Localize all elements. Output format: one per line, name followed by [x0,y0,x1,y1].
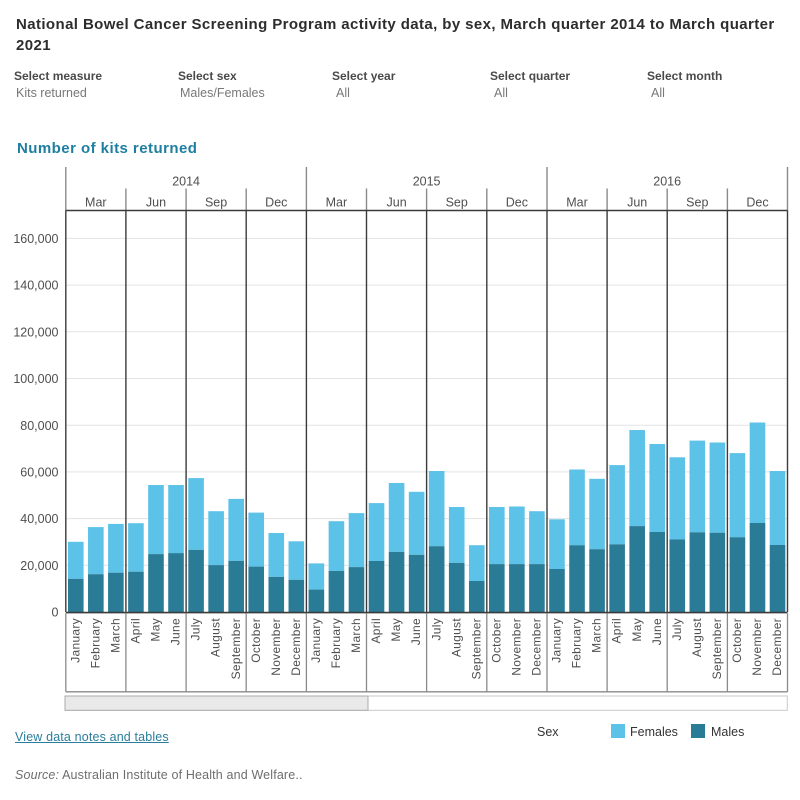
svg-text:July: July [189,618,203,641]
svg-text:March: March [109,618,123,653]
svg-text:Sep: Sep [686,196,708,210]
svg-text:March: March [349,618,363,653]
svg-text:April: April [369,618,383,644]
svg-text:Dec: Dec [265,196,287,210]
svg-text:May: May [149,618,163,642]
svg-text:Mar: Mar [566,196,588,210]
svg-text:October: October [730,618,744,663]
svg-text:March: March [590,618,604,653]
svg-text:January: January [68,618,82,663]
svg-text:Mar: Mar [85,196,107,210]
svg-text:September: September [469,618,483,679]
svg-text:100,000: 100,000 [13,372,58,386]
svg-text:February: February [88,618,102,668]
svg-text:August: August [209,618,223,658]
svg-text:December: December [289,618,303,676]
svg-text:October: October [249,618,263,663]
svg-text:May: May [630,618,644,642]
svg-text:Jun: Jun [146,196,166,210]
svg-text:September: September [229,618,243,679]
svg-text:Sep: Sep [446,196,468,210]
svg-text:2014: 2014 [172,175,200,189]
svg-text:Jun: Jun [387,196,407,210]
svg-text:January: January [309,618,323,663]
svg-text:2015: 2015 [413,175,441,189]
svg-text:November: November [750,618,764,676]
svg-text:Jun: Jun [627,196,647,210]
svg-text:Sep: Sep [205,196,227,210]
svg-text:February: February [329,618,343,668]
svg-text:40,000: 40,000 [20,512,58,526]
svg-text:June: June [650,618,664,645]
svg-text:January: January [550,618,564,663]
svg-text:February: February [570,618,584,668]
svg-text:April: April [610,618,624,644]
svg-text:120,000: 120,000 [13,325,58,339]
svg-text:November: November [269,618,283,676]
svg-text:August: August [449,618,463,658]
svg-text:June: June [409,618,423,645]
svg-text:0: 0 [52,606,59,620]
svg-text:60,000: 60,000 [20,466,58,480]
svg-text:April: April [129,618,143,644]
svg-text:July: July [670,618,684,641]
svg-text:80,000: 80,000 [20,419,58,433]
svg-text:June: June [169,618,183,645]
svg-text:August: August [690,618,704,658]
svg-text:December: December [770,618,784,676]
svg-text:140,000: 140,000 [13,279,58,293]
svg-text:20,000: 20,000 [20,559,58,573]
svg-text:October: October [489,618,503,663]
svg-text:September: September [710,618,724,679]
svg-text:Dec: Dec [746,196,768,210]
svg-text:December: December [530,618,544,676]
svg-text:Mar: Mar [326,196,348,210]
svg-text:160,000: 160,000 [13,232,58,246]
svg-text:Dec: Dec [506,196,528,210]
svg-text:May: May [389,618,403,642]
svg-text:2016: 2016 [653,175,681,189]
svg-text:July: July [429,618,443,641]
svg-text:November: November [510,618,524,676]
